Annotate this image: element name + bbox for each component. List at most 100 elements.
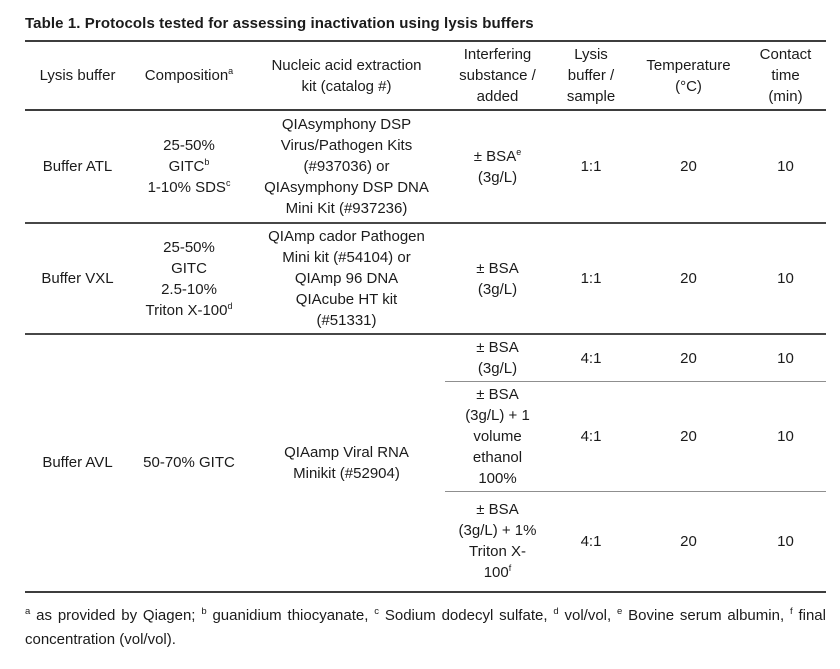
footnote-marker-c-ref: c [225,178,231,188]
footnote-marker-d-ref: d [227,300,233,311]
cell-avl-kit: QIAamp Viral RNA Minikit (#52904) [248,334,445,593]
col-header-contact-time: Contact time (min) [745,41,826,111]
cell-avl-1-interfering: ± BSA (3g/L) [445,334,550,382]
atl-composition-text-1: 25-50% GITC [163,137,215,175]
row-buffer-vxl: Buffer VXL 25-50% GITC 2.5-10% Triton X-… [25,223,826,335]
avl-3-temperature-text: 20 [680,532,697,550]
footnote-text-b: guanidium thiocyanate, [206,606,375,624]
cell-avl-3-temperature: 20 [632,491,745,593]
vxl-temperature-text: 20 [680,270,697,287]
cell-vxl-temperature: 20 [632,223,745,335]
avl-2-interfering-text: ± BSA (3g/L) + 1 volume ethanol 100% [465,386,530,487]
header-text-interfering-substance: Interfering substance / added [459,46,536,105]
avl-2-ratio-text: 4:1 [580,428,602,445]
footnote-marker-a-ref: a [228,66,234,76]
cell-avl-1-temperature: 20 [632,334,745,382]
avl-1-contact-time-text: 10 [777,349,794,367]
cell-avl-2-ratio: 4:1 [550,381,632,492]
cell-atl-composition: 25-50% GITCb 1-10% SDSc [130,110,248,224]
header-text-composition: Composition [144,67,229,84]
vxl-interfering-text: ± BSA (3g/L) [476,259,519,298]
table-title: Table 1. Protocols tested for assessing … [25,15,534,32]
footnote-marker-b: b [201,605,207,617]
avl-3-interfering-text: ± BSA (3g/L) + 1% Triton X- 100 [458,501,537,582]
atl-composition-text-2: 1-10% SDS [147,179,226,196]
footnote-text-c: Sodium dodecyl sulfate, [379,606,554,624]
footnote-marker-d: d [553,605,559,617]
cell-atl-temperature: 20 [632,110,745,224]
header-text-lysis-buffer: Lysis buffer [39,67,116,84]
table-header: Lysis buffer Compositiona Nucleic acid e… [25,41,826,111]
vxl-contact-time-text: 10 [777,270,794,287]
cell-avl-2-interfering: ± BSA (3g/L) + 1 volume ethanol 100% [445,381,550,492]
header-text-buffer-sample-ratio: Lysis buffer / sample [566,46,616,105]
cell-vxl-contact-time: 10 [745,223,826,335]
footnote-text-d: vol/vol, [558,606,618,624]
cell-vxl-composition: 25-50% GITC 2.5-10% Triton X-100d [130,223,248,335]
row-buffer-avl-condition-2: ± BSA (3g/L) + 1 volume ethanol 100% 4:1… [25,381,826,492]
cell-avl-2-contact-time: 10 [745,381,826,492]
cell-avl-2-temperature: 20 [632,381,745,492]
header-text-contact-time: Contact time (min) [759,46,812,105]
header-row: Lysis buffer Compositiona Nucleic acid e… [25,41,826,111]
cell-avl-3-ratio: 4:1 [550,491,632,593]
cell-atl-contact-time: 10 [745,110,826,224]
footnote-text-e: Bovine serum albumin, [622,606,790,624]
col-header-extraction-kit: Nucleic acid extraction kit (catalog #) [248,41,445,111]
atl-contact-time-text: 10 [777,158,794,175]
cell-vxl-ratio: 1:1 [550,223,632,335]
cell-avl-3-contact-time: 10 [745,491,826,593]
footnote: a as provided by Qiagen; b guanidium thi… [25,604,826,652]
col-header-lysis-buffer: Lysis buffer [25,41,130,111]
atl-interfering-text-2: (3g/L) [477,168,518,186]
cell-atl-ratio: 1:1 [550,110,632,224]
cell-vxl-kit: QIAmp cador Pathogen Mini kit (#54104) o… [248,223,445,335]
cell-avl-1-ratio: 4:1 [550,334,632,382]
footnote-marker-e: e [617,605,623,617]
cell-atl-kit: QIAsymphony DSP Virus/Pathogen Kits (#93… [248,110,445,224]
footnote-marker-f: f [789,605,793,617]
cell-atl-interfering: ± BSAe (3g/L) [445,110,550,224]
vxl-composition-text: 25-50% GITC 2.5-10% Triton X-100 [145,238,228,319]
avl-3-contact-time-text: 10 [777,532,794,550]
cell-avl-composition: 50-70% GITC [130,334,248,593]
cell-atl-buffer: Buffer ATL [25,110,130,224]
footnote-marker-f-ref: f [508,563,512,574]
header-text-temperature: Temperature (°C) [646,56,731,95]
atl-buffer-text: Buffer ATL [42,158,113,175]
document-page: Table 1. Protocols tested for assessing … [25,15,826,652]
atl-ratio-text: 1:1 [580,158,602,175]
avl-composition-text: 50-70% GITC [143,454,235,472]
col-header-temperature: Temperature (°C) [632,41,745,111]
table-body: Buffer ATL 25-50% GITCb 1-10% SDSc QIAsy… [25,110,826,593]
avl-1-interfering-text: ± BSA (3g/L) [476,339,519,377]
footnote-text-f: final concentration (vol/vol). [25,606,826,648]
avl-kit-text: QIAamp Viral RNA Minikit (#52904) [284,443,409,482]
footnote-marker-a: a [25,605,31,617]
avl-2-contact-time-text: 10 [777,428,794,445]
col-header-composition: Compositiona [130,41,248,111]
avl-1-temperature-text: 20 [680,349,697,367]
row-buffer-atl: Buffer ATL 25-50% GITCb 1-10% SDSc QIAsy… [25,110,826,224]
footnote-marker-e-ref: e [516,146,522,157]
cell-vxl-buffer: Buffer VXL [25,223,130,335]
vxl-ratio-text: 1:1 [580,270,602,287]
avl-2-temperature-text: 20 [680,428,697,445]
row-buffer-avl-condition-1: Buffer AVL 50-70% GITC QIAamp Viral RNA … [25,334,826,593]
avl-3-ratio-text: 4:1 [580,532,602,550]
protocols-table: Lysis buffer Compositiona Nucleic acid e… [25,40,826,593]
vxl-buffer-text: Buffer VXL [41,270,114,287]
row-buffer-avl-condition-3: ± BSA (3g/L) + 1% Triton X- 100f 4:1 20 … [25,491,826,593]
col-header-interfering-substance: Interfering substance / added [445,41,550,111]
atl-interfering-text-1: ± BSA [473,147,517,165]
footnote-marker-c: c [374,605,380,617]
cell-avl-3-interfering: ± BSA (3g/L) + 1% Triton X- 100f [445,491,550,593]
atl-temperature-text: 20 [680,158,697,175]
footnote-marker-b-ref: b [204,157,210,167]
header-text-extraction-kit: Nucleic acid extraction kit (catalog #) [271,56,422,95]
atl-kit-text: QIAsymphony DSP Virus/Pathogen Kits (#93… [264,116,429,217]
vxl-kit-text: QIAmp cador Pathogen Mini kit (#54104) o… [268,228,425,329]
cell-avl-buffer: Buffer AVL [25,334,130,593]
footnote-text-a: as provided by Qiagen; [30,606,202,624]
col-header-buffer-sample-ratio: Lysis buffer / sample [550,41,632,111]
